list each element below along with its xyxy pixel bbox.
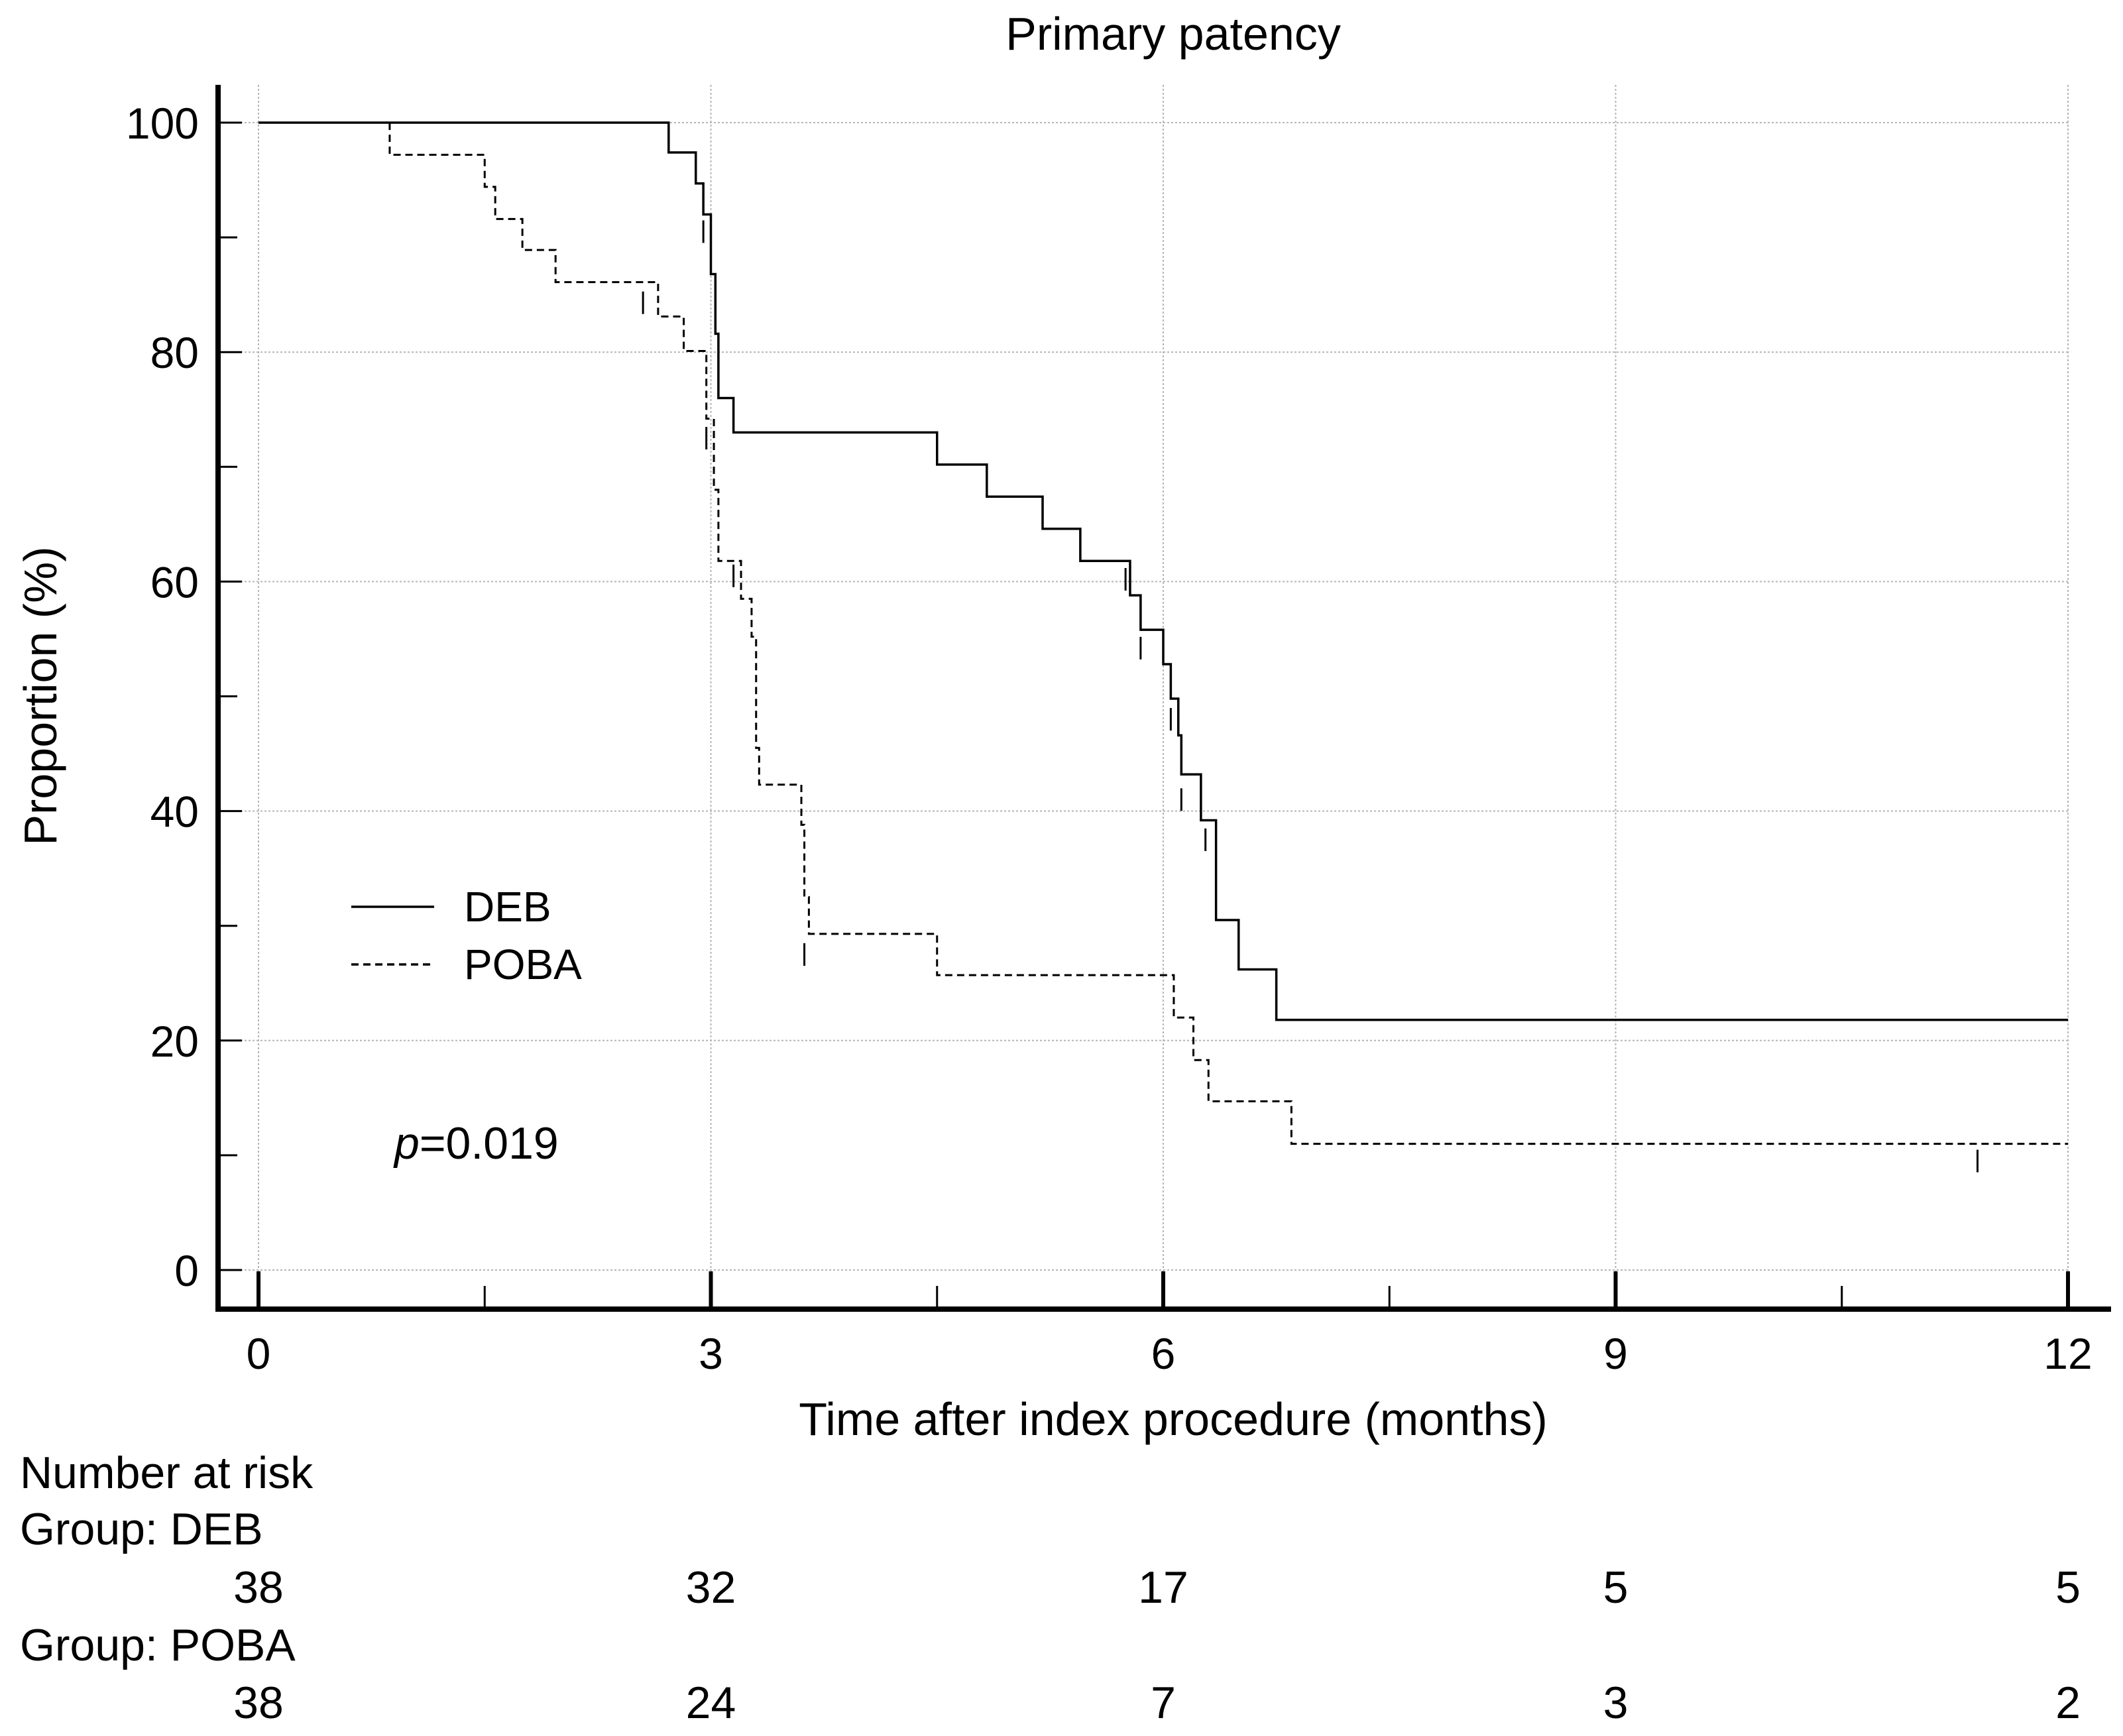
series-line-poba [258,121,2068,1145]
risk-count: 32 [686,1562,736,1613]
y-tick-label: 40 [150,787,199,837]
risk-count: 38 [233,1678,284,1728]
y-tick-label: 100 [126,99,199,148]
risk-group-label-poba: Group: POBA [20,1620,296,1670]
y-tick-label: 80 [150,328,199,377]
p-value: =0.019 [420,1118,559,1169]
x-tick-labels: 0 3 6 9 12 [247,1329,2093,1378]
risk-count: 17 [1138,1562,1188,1613]
y-axis-label: Proportion (%) [15,546,66,845]
risk-row-deb: 38 32 17 5 5 [233,1562,2081,1613]
legend-label-poba: POBA [464,941,582,988]
y-tick-label: 0 [174,1246,199,1295]
y-tick-label: 60 [150,557,199,607]
risk-count: 2 [2055,1678,2081,1728]
legend-label-deb: DEB [464,883,551,931]
p-symbol: p [393,1118,420,1169]
risk-table-title: Number at risk [20,1448,314,1498]
x-tick-label: 6 [1151,1329,1176,1378]
y-tick-label: 20 [150,1017,199,1066]
x-tick-label: 0 [247,1329,271,1378]
risk-row-poba: 38 24 7 3 2 [233,1678,2081,1728]
p-value-annotation: p=0.019 [393,1118,559,1169]
risk-count: 38 [233,1562,284,1613]
legend: DEB POBA [351,883,582,988]
axis-ticks [218,121,2070,1309]
risk-count: 24 [686,1678,736,1728]
risk-count: 5 [2055,1562,2081,1613]
series-layer [258,121,2068,1173]
x-tick-label: 3 [699,1329,723,1378]
risk-count: 7 [1151,1678,1176,1728]
x-tick-label: 12 [2043,1329,2092,1378]
y-tick-labels: 0 20 40 60 80 100 [126,99,199,1295]
chart-title: Primary patency [1005,8,1341,60]
x-axis-label: Time after index procedure (months) [799,1393,1548,1445]
x-tick-label: 9 [1603,1329,1628,1378]
series-line-deb [258,121,2068,1021]
risk-count: 5 [1603,1562,1629,1613]
risk-count: 3 [1603,1678,1629,1728]
risk-group-label-deb: Group: DEB [20,1504,263,1554]
